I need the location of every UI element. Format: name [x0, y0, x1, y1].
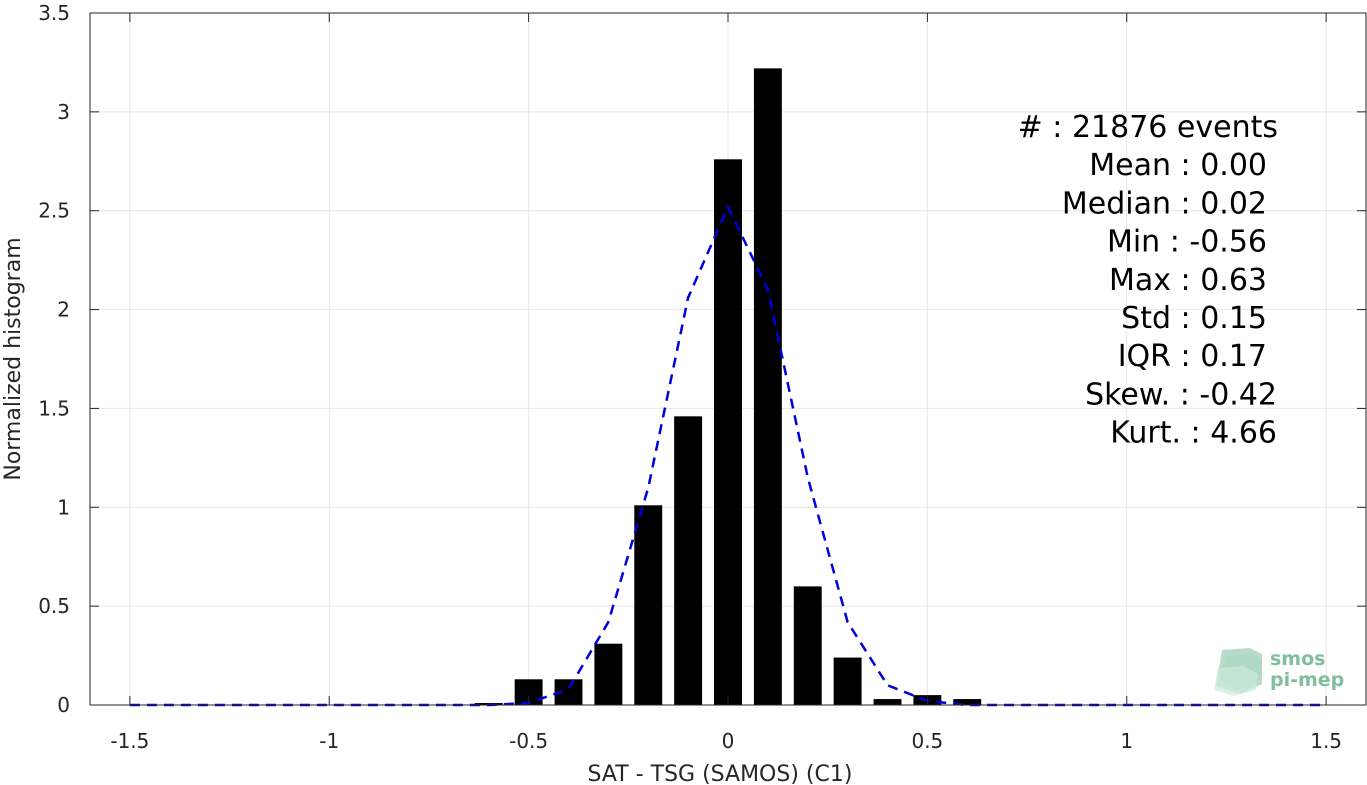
x-tick-label: 1.5: [1310, 729, 1342, 753]
histogram-bar: [793, 586, 822, 705]
x-axis-label: SAT - TSG (SAMOS) (C1): [588, 762, 853, 785]
histogram-bar: [714, 159, 742, 705]
y-tick-label: 3.5: [38, 1, 70, 25]
x-tick-label: 0: [722, 729, 735, 753]
bars-group: [474, 68, 982, 706]
histogram-bar: [594, 643, 623, 705]
smos-pi-mep-logo: smos pi-mep: [1214, 648, 1344, 696]
y-tick-label: 1.5: [38, 396, 70, 420]
stat-line: Kurt. : 4.66: [1110, 416, 1277, 451]
y-tick-label: 2: [57, 298, 70, 322]
histogram-bar: [873, 699, 902, 705]
stat-line: Median : 0.02: [1062, 186, 1267, 221]
logo-line2: pi-mep: [1270, 669, 1344, 691]
x-tick-label: 1: [1120, 729, 1133, 753]
histogram-bar: [674, 416, 703, 705]
y-tick-label: 2.5: [38, 199, 70, 223]
tick-marks: [90, 12, 1366, 706]
stat-line: Mean : 0.00: [1089, 148, 1267, 183]
stat-line: Std : 0.15: [1121, 301, 1267, 336]
y-axis-label: Normalized histogram: [1, 237, 26, 480]
stat-line: # : 21876 events: [1018, 110, 1278, 145]
y-tick-label: 0: [57, 693, 70, 717]
x-tick-label: 0.5: [911, 729, 943, 753]
stat-line: Skew. : -0.42: [1085, 377, 1277, 412]
x-tick-label: -0.5: [509, 729, 548, 753]
histogram-bar: [753, 68, 782, 706]
logo-line1: smos: [1270, 648, 1325, 670]
x-tick-label: -1.5: [110, 729, 149, 753]
y-tick-label: 1: [57, 495, 70, 519]
histogram-bar: [953, 699, 982, 705]
y-tick-label: 3: [57, 100, 70, 124]
histogram-bar: [833, 657, 862, 705]
stat-line: IQR : 0.17: [1118, 339, 1267, 374]
x-tick-label: -1: [319, 729, 339, 753]
x-tick-labels: -1.5 -1 -0.5 0 0.5 1 1.5: [110, 729, 1342, 753]
y-tick-labels: 0 0.5 1 1.5 2 2.5 3 3.5: [38, 1, 70, 717]
histogram-bar: [634, 505, 663, 705]
y-tick-label: 0.5: [38, 594, 70, 618]
stat-line: Max : 0.63: [1109, 263, 1267, 298]
logo-mark-icon: [1214, 648, 1262, 696]
stat-line: Min : -0.56: [1107, 225, 1267, 260]
